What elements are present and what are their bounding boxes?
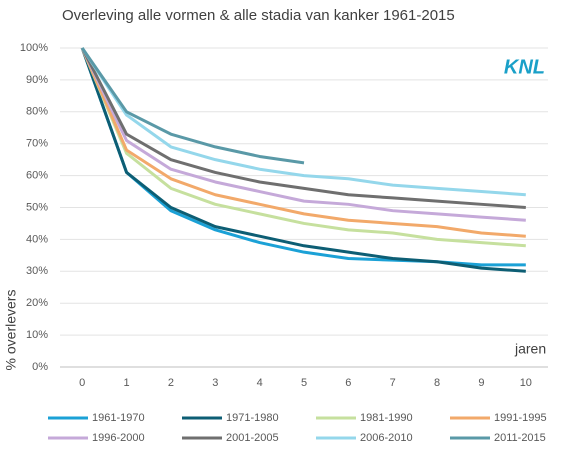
x-tick-label: 3 [212,377,218,389]
logo: KNL [504,56,545,78]
x-tick-label: 8 [434,377,440,389]
series-line [80,47,526,209]
x-tick-label: 2 [168,377,174,389]
series-line [80,47,305,165]
legend-label: 1961-1970 [92,412,145,424]
legend-label: 2001-2005 [226,432,279,444]
x-tick-label: 9 [478,377,484,389]
series-line [80,47,526,238]
x-tick-label: 10 [520,377,532,389]
series-line [80,47,526,222]
legend-label: 1981-1990 [360,412,413,424]
y-tick-label: 70% [26,138,48,150]
x-tick-label: 0 [79,377,85,389]
x-axis-label: jaren [514,341,546,357]
series-line [80,47,526,197]
legend-label: 2011-2015 [494,432,546,444]
legend-label: 2006-2010 [360,432,413,444]
legend-label: 1996-2000 [92,432,145,444]
x-tick-label: 7 [390,377,396,389]
y-axis-label: % overlevers [3,290,19,371]
chart-title: Overleving alle vormen & alle stadia van… [62,7,455,24]
x-tick-label: 5 [301,377,307,389]
series-line [80,47,526,273]
legend-label: 1971-1980 [226,412,279,424]
legend-label: 1991-1995 [494,412,547,424]
y-tick-label: 0% [32,361,48,373]
y-tick-label: 20% [26,297,48,309]
x-tick-label: 4 [257,377,263,389]
x-tick-label: 6 [345,377,351,389]
y-tick-label: 30% [26,265,48,277]
x-tick-label: 1 [123,377,129,389]
series-line [80,47,526,248]
y-tick-label: 50% [26,201,48,213]
y-tick-label: 10% [26,329,48,341]
y-tick-label: 90% [26,74,48,86]
y-tick-label: 100% [20,42,48,54]
y-tick-label: 40% [26,233,48,245]
y-tick-label: 80% [26,106,48,118]
y-tick-label: 60% [26,170,48,182]
